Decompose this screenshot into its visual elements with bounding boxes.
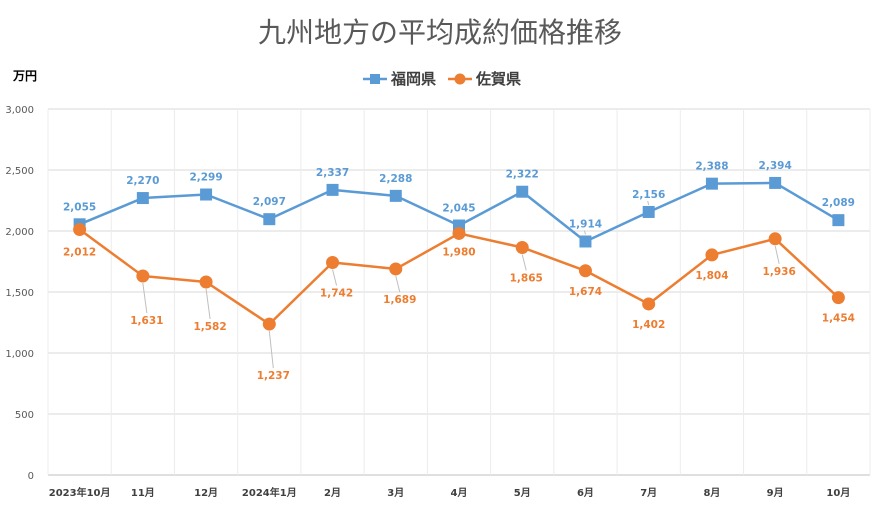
data-point-circle [136, 269, 150, 283]
chart-title: 九州地方の平均成約価格推移 [258, 16, 622, 49]
data-point-circle [578, 264, 592, 278]
data-label: 2,045 [442, 203, 475, 215]
data-point-circle [262, 317, 276, 331]
legend-marker-square [370, 74, 380, 84]
legend: 福岡県 佐賀県 [363, 70, 521, 88]
legend-entry-label: 福岡県 [390, 70, 436, 88]
data-point-square [769, 176, 782, 189]
label-leader-line [647, 200, 650, 206]
data-point-square [642, 205, 655, 218]
x-tick-label: 7月 [640, 487, 657, 499]
data-point-square [705, 177, 718, 190]
data-label: 1,237 [257, 370, 290, 382]
data-label: 1,804 [695, 270, 728, 282]
data-label: 1,631 [130, 315, 163, 327]
data-label: 1,402 [632, 319, 665, 331]
data-point-square [832, 214, 845, 227]
data-label: 1,582 [193, 321, 226, 333]
data-point-square [326, 183, 339, 196]
data-point-circle [199, 275, 213, 289]
label-leader-line [268, 331, 274, 369]
y-tick-label: 3,000 [5, 105, 34, 116]
data-label: 2,322 [506, 169, 539, 181]
x-tick-label: 12月 [194, 487, 218, 499]
data-point-square [516, 185, 529, 198]
x-tick-label: 10月 [826, 487, 850, 499]
data-point-circle [768, 232, 782, 246]
data-point-circle [515, 240, 529, 254]
x-tick-label: 5月 [514, 487, 531, 499]
x-tick-label: 2023年10月 [49, 486, 111, 499]
label-leader-line [142, 282, 148, 314]
y-axis-ticks: 0 500 1,000 1,500 2,000 2,500 3,000 [5, 105, 34, 482]
data-labels: 2,055 2,270 2,299 2,097 2,337 2,288 2,045 2,322… [63, 160, 855, 382]
data-point-circle [73, 223, 87, 237]
y-tick-label: 2,500 [5, 166, 34, 177]
data-label: 2,299 [189, 172, 222, 184]
x-tick-label: 3月 [387, 487, 404, 499]
data-point-square [579, 235, 592, 248]
x-tick-label: 2024年1月 [242, 486, 297, 499]
data-point-square [389, 189, 402, 202]
label-leader-line [583, 230, 586, 235]
data-label: 2,288 [379, 173, 412, 185]
data-label: 1,980 [442, 246, 475, 258]
data-point-circle [705, 248, 719, 262]
label-leader-line [521, 254, 527, 271]
data-label: 1,689 [383, 294, 416, 306]
legend-marker-circle [454, 73, 466, 85]
data-point-square [200, 188, 213, 201]
x-tick-label: 2月 [324, 487, 341, 499]
label-leader-line [205, 288, 211, 320]
data-label: 2,270 [126, 175, 159, 187]
data-label: 2,156 [632, 189, 665, 201]
label-leader-line [774, 245, 780, 264]
y-tick-label: 1,000 [5, 349, 34, 360]
data-point-circle [326, 255, 340, 269]
data-label: 2,055 [63, 201, 96, 213]
grid-lines [47, 108, 871, 476]
series-group [73, 176, 845, 331]
data-point-circle [831, 291, 845, 305]
x-tick-label: 8月 [703, 487, 720, 499]
data-label: 2,089 [822, 197, 855, 209]
data-label: 2,097 [253, 196, 286, 208]
x-tick-label: 6月 [577, 487, 594, 499]
y-tick-label: 1,500 [5, 288, 34, 299]
data-label: 2,337 [316, 167, 349, 179]
data-label: 1,936 [763, 266, 796, 278]
data-label: 1,914 [569, 218, 602, 230]
label-leader-lines [142, 200, 780, 369]
x-tick-label: 4月 [451, 487, 468, 499]
data-label: 1,454 [822, 313, 855, 325]
x-tick-label: 9月 [767, 487, 784, 499]
data-label: 1,674 [569, 286, 602, 298]
x-tick-label: 11月 [131, 487, 155, 499]
data-point-circle [389, 262, 403, 276]
data-point-square [136, 192, 149, 205]
data-point-circle [642, 297, 656, 311]
y-tick-label: 500 [15, 410, 34, 421]
x-axis-ticks: 2023年10月 11月 12月 2024年1月 2月 3月 4月 5月 6月 7月 8月 9月 10月 [49, 486, 851, 499]
data-point-square [263, 213, 276, 226]
data-label: 2,388 [695, 161, 728, 173]
label-leader-line [332, 269, 338, 286]
data-label: 1,865 [510, 272, 543, 284]
legend-entry-label: 佐賀県 [475, 70, 521, 88]
data-point-circle [452, 226, 466, 240]
label-leader-line [395, 275, 401, 293]
y-tick-label: 2,000 [5, 227, 34, 238]
data-label: 2,012 [63, 247, 96, 259]
y-tick-label: 0 [28, 471, 34, 482]
y-axis-unit-label: 万円 [12, 69, 37, 83]
data-label: 2,394 [759, 160, 792, 172]
data-label: 1,742 [320, 287, 353, 299]
